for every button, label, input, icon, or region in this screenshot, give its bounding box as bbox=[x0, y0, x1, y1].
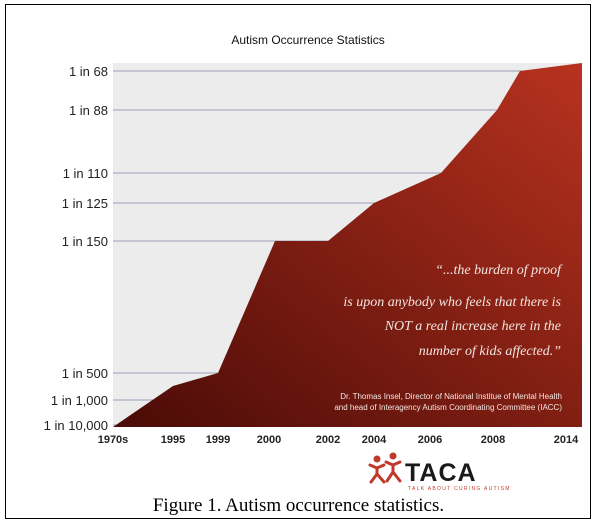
x-axis: 1970s 1995 1999 2000 2002 2004 2006 2008 2014 bbox=[98, 434, 579, 446]
quote-line: number of kids affected.” bbox=[419, 344, 562, 359]
quote-line: NOT a real increase here in the bbox=[384, 319, 561, 334]
y-tick-label: 1 in 68 bbox=[69, 64, 108, 79]
logo-tagline: TALK ABOUT CURING AUTISM bbox=[408, 486, 511, 492]
quote-block: “...the burden of proof is upon anybody … bbox=[343, 263, 563, 359]
taca-logo: TACA TALK ABOUT CURING AUTISM bbox=[368, 452, 511, 492]
x-tick-label: 1970s bbox=[98, 434, 129, 446]
y-tick-label: 1 in 125 bbox=[62, 196, 108, 211]
chart-title: Autism Occurrence Statistics bbox=[231, 33, 384, 47]
y-tick-label: 1 in 1,000 bbox=[51, 393, 108, 408]
y-tick-label: 1 in 150 bbox=[62, 234, 108, 249]
x-tick-label: 1995 bbox=[161, 434, 185, 446]
x-tick-label: 2004 bbox=[362, 434, 387, 446]
y-tick-label: 1 in 10,000 bbox=[44, 418, 108, 433]
attribution-line: Dr. Thomas Insel, Director of National I… bbox=[340, 392, 562, 401]
x-tick-label: 2014 bbox=[554, 434, 579, 446]
series-area bbox=[113, 63, 582, 427]
y-axis: 1 in 68 1 in 88 1 in 110 1 in 125 1 in 150 1 … bbox=[44, 64, 108, 433]
two-figures-icon bbox=[368, 452, 402, 484]
quote-attribution: Dr. Thomas Insel, Director of National I… bbox=[334, 392, 562, 412]
x-tick-label: 2008 bbox=[481, 434, 505, 446]
x-tick-label: 2000 bbox=[257, 434, 281, 446]
y-tick-label: 1 in 88 bbox=[69, 103, 108, 118]
x-tick-label: 2006 bbox=[418, 434, 442, 446]
y-tick-label: 1 in 500 bbox=[62, 366, 108, 381]
quote-line: is upon anybody who feels that there is bbox=[343, 295, 561, 310]
figure-caption: Figure 1. Autism occurrence statistics. bbox=[152, 495, 445, 516]
logo-wordmark: TACA bbox=[405, 459, 477, 487]
x-tick-label: 2002 bbox=[316, 434, 340, 446]
quote-line: “...the burden of proof bbox=[435, 263, 563, 278]
area-chart: 1 in 68 1 in 88 1 in 110 1 in 125 1 in 150 1 … bbox=[44, 33, 582, 492]
y-tick-label: 1 in 110 bbox=[63, 166, 108, 181]
attribution-line: and head of Interagency Autism Coordinat… bbox=[334, 403, 562, 412]
x-tick-label: 1999 bbox=[206, 434, 230, 446]
